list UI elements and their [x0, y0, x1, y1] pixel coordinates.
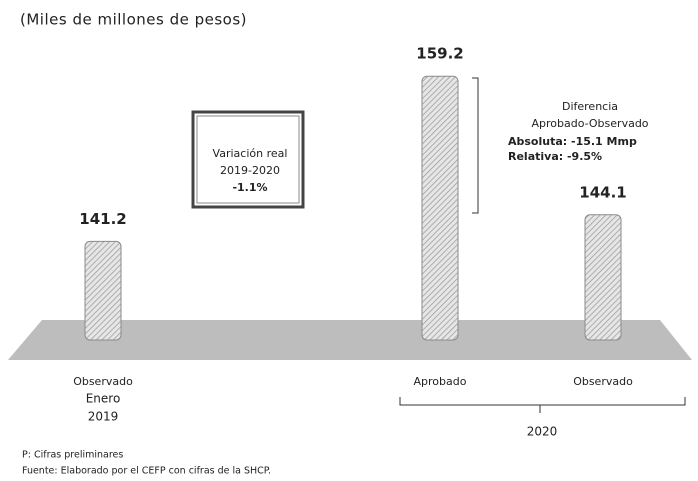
x-tick-label: Observado	[573, 375, 633, 388]
difference-text: Aprobado-Observado	[531, 117, 648, 130]
period-label: 2019	[88, 410, 119, 424]
note: Fuente: Elaborado por el CEFP con cifras…	[22, 466, 271, 477]
difference-bracket	[472, 77, 479, 214]
variation-box	[191, 110, 305, 209]
x-tick-label: Observado	[73, 375, 133, 388]
bar	[421, 75, 459, 341]
difference-text: Absoluta: -15.1 Mmp	[508, 135, 637, 148]
subtitle: (Miles de millones de pesos)	[20, 11, 247, 29]
difference-text: Relativa: -9.5%	[508, 150, 602, 163]
x-tick-label: Aprobado	[414, 375, 467, 388]
variation-text: -1.1%	[232, 181, 267, 194]
value-label: 144.1	[579, 183, 626, 201]
period-label: Enero	[86, 392, 121, 406]
period-bracket	[399, 397, 686, 413]
period-label: 2020	[527, 425, 558, 439]
note: P: Cifras preliminares	[22, 450, 123, 461]
value-label: 141.2	[79, 210, 126, 228]
difference-text: Diferencia	[562, 100, 618, 113]
bar	[84, 240, 122, 341]
variation-text: Variación real	[213, 147, 288, 160]
floor	[8, 320, 692, 360]
value-label: 159.2	[416, 45, 463, 63]
variation-text: 2019-2020	[220, 164, 280, 177]
variation-box-inner	[196, 115, 300, 204]
bar	[584, 214, 622, 341]
